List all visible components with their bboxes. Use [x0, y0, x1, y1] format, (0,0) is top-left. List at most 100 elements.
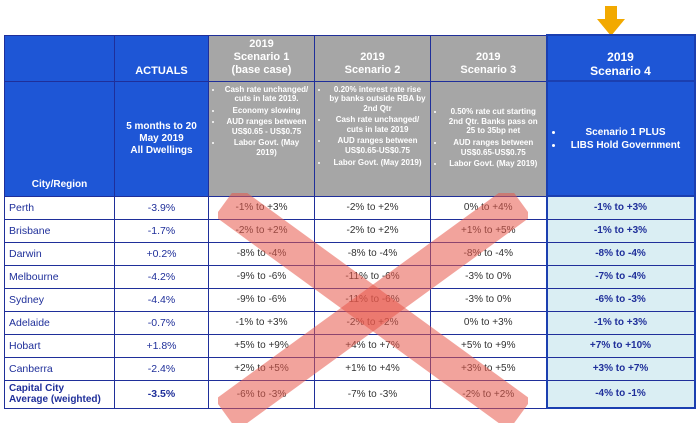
table-row: Darwin +0.2% -8% to -4% -8% to -4% -8% t…	[4, 241, 696, 266]
actual-value: -4.4%	[114, 287, 209, 312]
s2-bullet: Labor Govt. (May 2019)	[329, 158, 426, 168]
scenario-3-value: 0% to +4%	[430, 195, 547, 220]
scenario-3-value: 0% to +3%	[430, 310, 547, 335]
scenario-4-value: -1% to +3%	[545, 310, 696, 335]
actual-value: -2.4%	[114, 356, 209, 381]
down-arrow-icon	[597, 6, 625, 36]
table-body: Perth -3.9% -1% to +3% -2% to +2% 0% to …	[4, 195, 696, 409]
actual-value-total: -3.5%	[114, 379, 209, 409]
scenario-1-value: -9% to -6%	[208, 287, 315, 312]
city-name: Darwin	[4, 241, 115, 266]
scenario-4-name: Scenario 4	[590, 64, 651, 78]
table-row: Canberra -2.4% +2% to +5% +1% to +4% +3%…	[4, 356, 696, 381]
table-row: Perth -3.9% -1% to +3% -2% to +2% 0% to …	[4, 195, 696, 220]
header-city-blank	[4, 34, 115, 82]
table-row-total: Capital City Average (weighted) -3.5% -6…	[4, 379, 696, 409]
scenario-2-value: -8% to -4%	[314, 241, 431, 266]
table-row: Melbourne -4.2% -9% to -6% -11% to -6% -…	[4, 264, 696, 289]
scenario-1-assumptions: Cash rate unchanged/ cuts in late 2019. …	[208, 80, 315, 197]
scenario-2-value: +1% to +4%	[314, 356, 431, 381]
scenario-1-value: -9% to -6%	[208, 264, 315, 289]
header-actuals: ACTUALS	[114, 34, 209, 82]
scenario-4-value: -6% to -3%	[545, 287, 696, 312]
s2-bullet: AUD ranges between US$0.65-US$0.75	[329, 136, 426, 155]
s3-bullet: 0.50% rate cut starting 2nd Qtr. Banks p…	[445, 107, 542, 136]
scenario-table: ACTUALS 2019 Scenario 1 (base case) 2019…	[4, 34, 696, 409]
scenario-1-year: 2019	[249, 37, 274, 50]
s1-bullet: Cash rate unchanged/ cuts in late 2019.	[223, 85, 310, 104]
scenario-4-value: -1% to +3%	[545, 218, 696, 243]
total-label-line-1: Capital City	[9, 383, 65, 394]
city-name: Hobart	[4, 333, 115, 358]
city-name: Melbourne	[4, 264, 115, 289]
actual-value: -1.7%	[114, 218, 209, 243]
scenario-2-value-total: -7% to -3%	[314, 379, 431, 409]
scenario-1-name: Scenario 1	[233, 50, 290, 63]
s1-bullet: Labor Govt. (May 2019)	[223, 138, 310, 157]
header-scenario-2: 2019 Scenario 2	[314, 34, 431, 82]
scenario-1-sub: (base case)	[231, 63, 292, 76]
actual-value: -3.9%	[114, 195, 209, 220]
scenario-4-value: +3% to +7%	[545, 356, 696, 381]
actuals-period-line-1: 5 months to 20	[126, 120, 197, 132]
city-name: Sydney	[4, 287, 115, 312]
scenario-4-assumptions: Scenario 1 PLUS LIBS Hold Government	[545, 80, 696, 197]
s4-bullet: Scenario 1 PLUS	[564, 126, 688, 139]
header-scenario-3: 2019 Scenario 3	[430, 34, 547, 82]
actual-value: -4.2%	[114, 264, 209, 289]
actuals-period-line-3: All Dwellings	[130, 144, 193, 156]
total-label-line-2: Average (weighted)	[9, 394, 101, 405]
scenario-4-year: 2019	[607, 50, 634, 64]
header-city-region: City/Region	[4, 80, 115, 197]
scenario-3-year: 2019	[476, 50, 501, 63]
actuals-period-line-2: May 2019	[139, 132, 184, 144]
scenario-3-value-total: -2% to +2%	[430, 379, 547, 409]
scenario-3-assumptions: 0.50% rate cut starting 2nd Qtr. Banks p…	[430, 80, 547, 197]
header-scenario-4: 2019 Scenario 4	[545, 34, 696, 82]
city-name: Perth	[4, 195, 115, 220]
table-row: Hobart +1.8% +5% to +9% +4% to +7% +5% t…	[4, 333, 696, 358]
header-scenario-1: 2019 Scenario 1 (base case)	[208, 34, 315, 82]
scenario-1-value: -2% to +2%	[208, 218, 315, 243]
scenario-3-name: Scenario 3	[460, 63, 517, 76]
scenario-2-value: +4% to +7%	[314, 333, 431, 358]
scenario-3-value: -3% to 0%	[430, 287, 547, 312]
actual-value: -0.7%	[114, 310, 209, 335]
actual-value: +0.2%	[114, 241, 209, 266]
scenario-3-value: -3% to 0%	[430, 264, 547, 289]
s3-bullet: Labor Govt. (May 2019)	[445, 159, 542, 169]
scenario-1-value: -8% to -4%	[208, 241, 315, 266]
table-row: Sydney -4.4% -9% to -6% -11% to -6% -3% …	[4, 287, 696, 312]
scenario-1-value: +2% to +5%	[208, 356, 315, 381]
s2-bullet: 0.20% interest rate rise by banks outsid…	[329, 85, 426, 114]
scenario-3-value: +1% to +5%	[430, 218, 547, 243]
city-name: Canberra	[4, 356, 115, 381]
scenario-3-value: +5% to +9%	[430, 333, 547, 358]
scenario-4-value-total: -4% to -1%	[545, 379, 696, 409]
scenario-2-value: -2% to +2%	[314, 195, 431, 220]
scenario-2-value: -2% to +2%	[314, 310, 431, 335]
city-name: Brisbane	[4, 218, 115, 243]
table-row: Adelaide -0.7% -1% to +3% -2% to +2% 0% …	[4, 310, 696, 335]
city-name: Adelaide	[4, 310, 115, 335]
scenario-1-value-total: -6% to -3%	[208, 379, 315, 409]
scenario-1-value: +5% to +9%	[208, 333, 315, 358]
scenario-2-name: Scenario 2	[344, 63, 401, 76]
scenario-1-value: -1% to +3%	[208, 310, 315, 335]
s3-bullet: AUD ranges between US$0.65-US$0.75	[445, 138, 542, 157]
scenario-2-assumptions: 0.20% interest rate rise by banks outsid…	[314, 80, 431, 197]
scenario-2-year: 2019	[360, 50, 385, 63]
s2-bullet: Cash rate unchanged/ cuts in late 2019	[329, 115, 426, 134]
scenario-4-value: -1% to +3%	[545, 195, 696, 220]
city-name-total: Capital City Average (weighted)	[4, 379, 115, 409]
scenario-4-value: -8% to -4%	[545, 241, 696, 266]
s1-bullet: AUD ranges between US$0.65 - US$0.75	[223, 117, 310, 136]
scenario-3-value: -8% to -4%	[430, 241, 547, 266]
scenario-2-value: -11% to -6%	[314, 287, 431, 312]
scenario-2-value: -2% to +2%	[314, 218, 431, 243]
header-actuals-period: 5 months to 20 May 2019 All Dwellings	[114, 80, 209, 197]
scenario-1-value: -1% to +3%	[208, 195, 315, 220]
s4-bullet: LIBS Hold Government	[564, 139, 688, 152]
scenario-4-value: +7% to +10%	[545, 333, 696, 358]
scenario-3-value: +3% to +5%	[430, 356, 547, 381]
